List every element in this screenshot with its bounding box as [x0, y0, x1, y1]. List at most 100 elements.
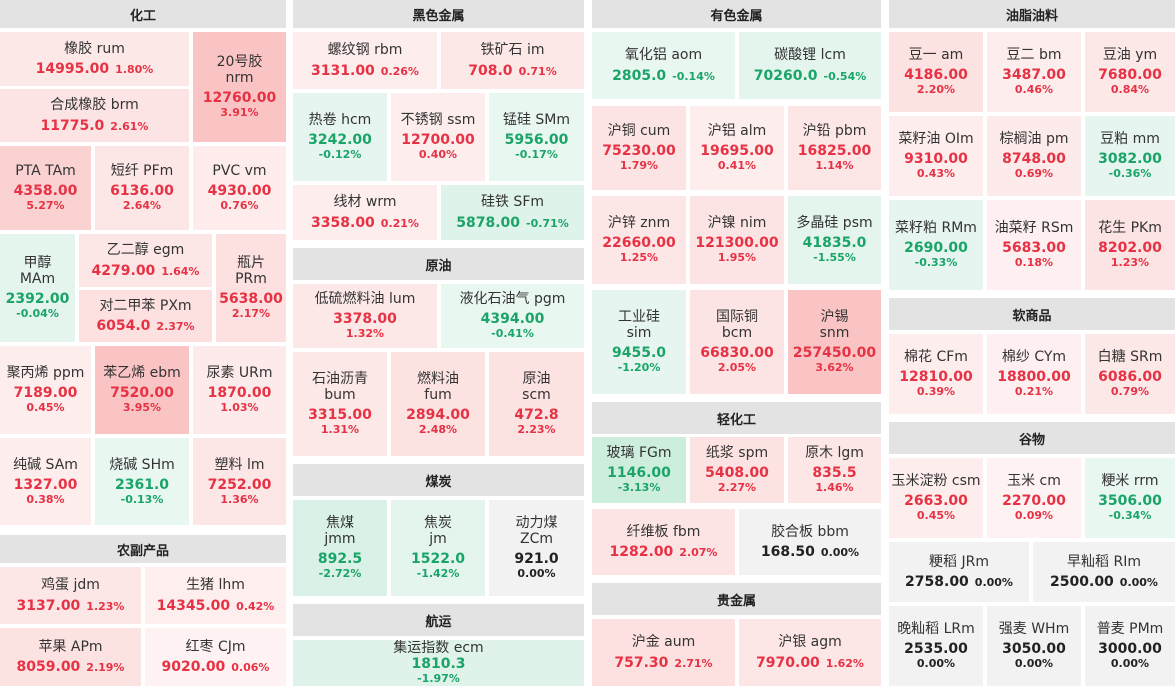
price-row: 70260.0 -0.54%	[754, 68, 867, 84]
commodity-tile[interactable]: 鸡蛋 jdm 3137.00 1.23%	[0, 567, 141, 624]
commodity-tile[interactable]: 热卷 hcm 3242.00 -0.12%	[293, 93, 387, 181]
commodity-tile[interactable]: 油菜籽 RSm 5683.00 0.18%	[987, 200, 1081, 290]
commodity-tile[interactable]: 白糖 SRm 6086.00 0.79%	[1085, 334, 1175, 414]
commodity-tile[interactable]: 动力煤 ZCm 921.0 0.00%	[489, 500, 584, 596]
commodity-tile[interactable]: 纸浆 spm 5408.00 2.27%	[690, 437, 784, 503]
commodity-tile[interactable]: 短纤 PFm 6136.00 2.64%	[95, 146, 189, 230]
section-header: 油脂油料	[889, 0, 1175, 28]
commodity-tile[interactable]: 菜籽油 OIm 9310.00 0.43%	[889, 116, 983, 196]
commodity-tile[interactable]: 晚籼稻 LRm 2535.00 0.00%	[889, 606, 983, 686]
commodity-tile[interactable]: 纤维板 fbm 1282.00 2.07%	[592, 509, 735, 575]
commodity-tile[interactable]: 沪锡 snm 257450.00 3.62%	[788, 290, 881, 394]
commodity-tile[interactable]: 沪银 agm 7970.00 1.62%	[739, 619, 881, 686]
commodity-tile[interactable]: 生猪 lhm 14345.00 0.42%	[145, 567, 286, 624]
commodity-tile[interactable]: 对二甲苯 PXm 6054.0 2.37%	[79, 290, 212, 342]
commodity-tile[interactable]: 菜籽粕 RMm 2690.00 -0.33%	[889, 200, 983, 290]
commodity-tile[interactable]: 棕榈油 pm 8748.00 0.69%	[987, 116, 1081, 196]
commodity-tile[interactable]: 燃料油 fum 2894.00 2.48%	[391, 352, 485, 456]
commodity-tile[interactable]: 国际铜 bcm 66830.00 2.05%	[690, 290, 784, 394]
commodity-tile[interactable]: 液化石油气 pgm 4394.00 -0.41%	[441, 284, 584, 348]
commodity-name: 花生 PKm	[1098, 220, 1162, 237]
commodity-tile[interactable]: 原油 scm 472.8 2.23%	[489, 352, 584, 456]
commodity-tile[interactable]: 不锈钢 ssm 12700.00 0.40%	[391, 93, 485, 181]
commodity-price: 1870.00	[207, 385, 272, 402]
commodity-tile[interactable]: 线材 wrm 3358.00 0.21%	[293, 185, 437, 240]
commodity-tile[interactable]: 玉米 cm 2270.00 0.09%	[987, 458, 1081, 538]
commodity-tile[interactable]: 氧化铝 aom 2805.0 -0.14%	[592, 32, 735, 99]
commodity-price: 41835.0	[802, 235, 867, 252]
commodity-tile[interactable]: 苯乙烯 ebm 7520.00 3.95%	[95, 346, 189, 434]
commodity-tile[interactable]: 粳米 rrm 3506.00 -0.34%	[1085, 458, 1175, 538]
commodity-code: snm	[819, 325, 850, 342]
commodity-tile[interactable]: 豆油 ym 7680.00 0.84%	[1085, 32, 1175, 112]
commodity-tile[interactable]: 聚丙烯 ppm 7189.00 0.45%	[0, 346, 91, 434]
commodity-tile[interactable]: 玉米淀粉 csm 2663.00 0.45%	[889, 458, 983, 538]
commodity-tile[interactable]: 甲醇 MAm 2392.00 -0.04%	[0, 234, 75, 342]
commodity-tile[interactable]: 20号胶 nrm 12760.00 3.91%	[193, 32, 286, 142]
commodity-name: 沪金 aum	[631, 634, 696, 651]
commodity-tile[interactable]: 焦炭 jm 1522.0 -1.42%	[391, 500, 485, 596]
commodity-price: 9310.00	[904, 151, 968, 168]
commodity-tile[interactable]: 碳酸锂 lcm 70260.0 -0.54%	[739, 32, 881, 99]
commodity-tile[interactable]: 纯碱 SAm 1327.00 0.38%	[0, 438, 91, 525]
commodity-name: 纯碱 SAm	[13, 456, 78, 473]
commodity-tile[interactable]: 沪铜 cum 75230.00 1.79%	[592, 106, 686, 190]
commodity-name: 沪铅 pbm	[802, 123, 867, 140]
commodity-tile[interactable]: 豆二 bm 3487.00 0.46%	[987, 32, 1081, 112]
commodity-tile[interactable]: 红枣 CJm 9020.00 0.06%	[145, 628, 286, 686]
commodity-tile[interactable]: 硅铁 SFm 5878.00 -0.71%	[441, 185, 584, 240]
commodity-tile[interactable]: 瓶片 PRm 5638.00 2.17%	[216, 234, 286, 342]
commodity-tile[interactable]: 合成橡胶 brm 11775.0 2.61%	[0, 89, 189, 142]
commodity-tile[interactable]: 苹果 APm 8059.00 2.19%	[0, 628, 141, 686]
commodity-tile[interactable]: 沪锌 znm 22660.00 1.25%	[592, 196, 686, 284]
commodity-tile[interactable]: 低硫燃料油 lum 3378.00 1.32%	[293, 284, 437, 348]
commodity-tile[interactable]: PTA TAm 4358.00 5.27%	[0, 146, 91, 230]
commodity-tile[interactable]: 尿素 URm 1870.00 1.03%	[193, 346, 286, 434]
commodity-tile[interactable]: 原木 lgm 835.5 1.46%	[788, 437, 881, 503]
commodity-tile[interactable]: 橡胶 rum 14995.00 1.80%	[0, 32, 189, 86]
commodity-tile[interactable]: 强麦 WHm 3050.00 0.00%	[987, 606, 1081, 686]
commodity-tile[interactable]: 多晶硅 psm 41835.0 -1.55%	[788, 196, 881, 284]
commodity-name: 豆油 ym	[1102, 47, 1158, 64]
commodity-tile[interactable]: 石油沥青 bum 3315.00 1.31%	[293, 352, 387, 456]
commodity-tile[interactable]: 胶合板 bbm 168.50 0.00%	[739, 509, 881, 575]
change-percent: 0.00%	[1014, 657, 1054, 671]
commodity-tile[interactable]: 棉纱 CYm 18800.00 0.21%	[987, 334, 1081, 414]
commodity-tile[interactable]: 玻璃 FGm 1146.00 -3.13%	[592, 437, 686, 503]
commodity-name-block: 国际铜 bcm	[716, 309, 758, 341]
commodity-tile[interactable]: 塑料 lm 7252.00 1.36%	[193, 438, 286, 525]
commodity-tile[interactable]: 乙二醇 egm 4279.00 1.64%	[79, 234, 212, 287]
commodity-tile[interactable]: 沪镍 nim 121300.00 1.95%	[690, 196, 784, 284]
change-percent: 1.32%	[345, 327, 385, 341]
commodity-tile[interactable]: 沪铅 pbm 16825.00 1.14%	[788, 106, 881, 190]
commodity-tile[interactable]: 铁矿石 im 708.0 0.71%	[441, 32, 584, 89]
commodity-tile[interactable]: 锰硅 SMm 5956.00 -0.17%	[489, 93, 584, 181]
commodity-tile[interactable]: 豆粕 mm 3082.00 -0.36%	[1085, 116, 1175, 196]
commodity-tile[interactable]: 棉花 CFm 12810.00 0.39%	[889, 334, 983, 414]
commodity-price: 4358.00	[13, 183, 78, 200]
change-percent: -0.04%	[16, 307, 59, 321]
commodity-price: 1282.00	[609, 544, 674, 560]
commodity-price: 4394.00	[480, 311, 545, 328]
change-percent: -0.13%	[120, 492, 164, 506]
commodity-tile[interactable]: 早籼稻 RIm 2500.00 0.00%	[1033, 542, 1175, 602]
commodity-price: 921.0	[514, 551, 559, 568]
commodity-tile[interactable]: 沪铝 alm 19695.00 0.41%	[690, 106, 784, 190]
commodity-tile[interactable]: 普麦 PMm 3000.00 0.00%	[1085, 606, 1175, 686]
commodity-tile[interactable]: 沪金 aum 757.30 2.71%	[592, 619, 735, 686]
commodity-name: 棕榈油 pm	[999, 131, 1069, 148]
commodity-tile[interactable]: 花生 PKm 8202.00 1.23%	[1085, 200, 1175, 290]
commodity-tile[interactable]: 豆一 am 4186.00 2.20%	[889, 32, 983, 112]
commodity-tile[interactable]: 粳稻 JRm 2758.00 0.00%	[889, 542, 1029, 602]
commodity-name: 豆粕 mm	[1100, 131, 1160, 148]
commodity-tile[interactable]: 烧碱 SHm 2361.0 -0.13%	[95, 438, 189, 525]
commodity-tile[interactable]: 螺纹钢 rbm 3131.00 0.26%	[293, 32, 437, 89]
commodity-tile[interactable]: PVC vm 4930.00 0.76%	[193, 146, 286, 230]
commodity-price: 12700.00	[401, 132, 475, 149]
commodity-tile[interactable]: 集运指数 ecm 1810.3 -1.97%	[293, 640, 584, 686]
section-header: 有色金属	[592, 0, 881, 28]
commodity-tile[interactable]: 焦煤 jmm 892.5 -2.72%	[293, 500, 387, 596]
commodity-tile[interactable]: 工业硅 sim 9455.0 -1.20%	[592, 290, 686, 394]
commodity-price: 12760.00	[202, 90, 277, 107]
commodity-name: 热卷 hcm	[308, 112, 372, 129]
